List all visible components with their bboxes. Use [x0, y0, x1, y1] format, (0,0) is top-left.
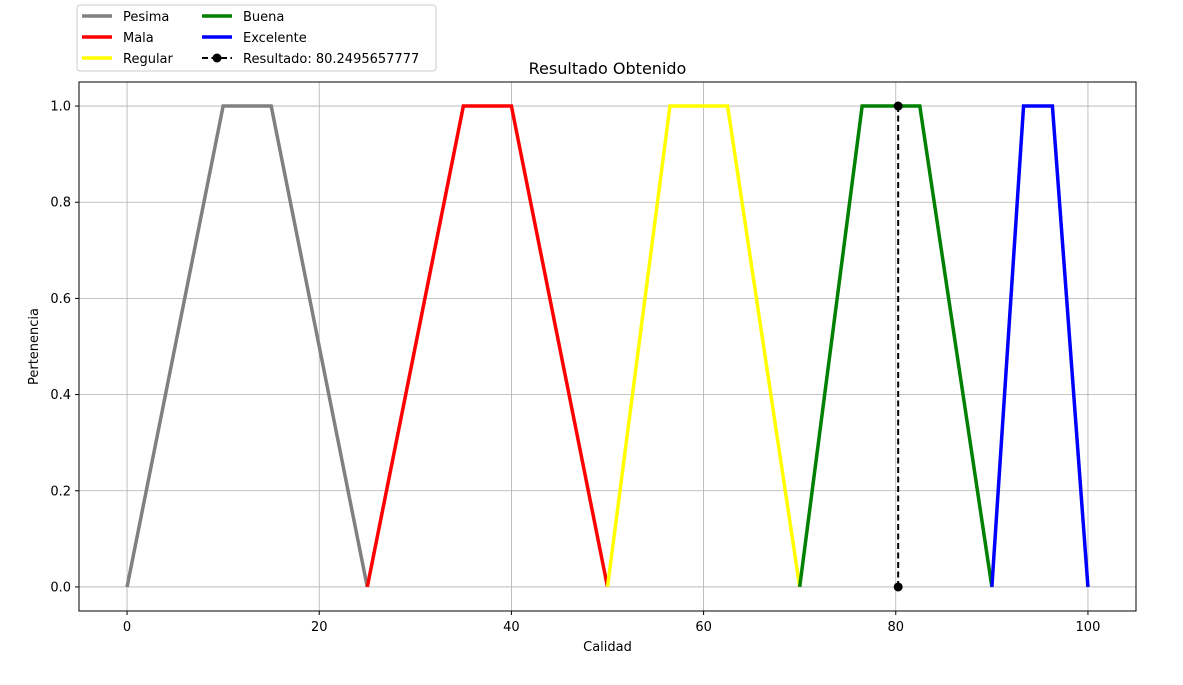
y-tick-label: 0.0 — [50, 580, 71, 595]
plot-frame — [78, 81, 1137, 612]
x-tick-label: 60 — [695, 620, 712, 635]
series-pesima-line — [125, 104, 369, 588]
x-axis-label: Calidad — [583, 640, 632, 655]
x-tick-label: 80 — [887, 620, 904, 635]
y-tick-label: 0.6 — [50, 292, 71, 307]
series-buena-line — [797, 104, 994, 588]
series-regular-line — [605, 104, 802, 588]
legend-frame — [76, 4, 437, 72]
series-resultado-marker — [893, 101, 903, 111]
series-excelente-line — [990, 104, 1090, 588]
axis-ticks: 0 20 40 60 80 100 0.0 0.2 0.4 0.6 0.8 1.0 — [50, 100, 1100, 635]
legend-resultado-label: Resultado: 80.2495657777 — [243, 52, 419, 67]
x-tick-label: 40 — [503, 620, 520, 635]
y-tick-label: 0.8 — [50, 196, 71, 211]
series-resultado-marker — [893, 582, 903, 592]
y-tick-label: 1.0 — [50, 100, 71, 115]
legend-regular-label: Regular — [123, 52, 174, 67]
legend-pesima-label: Pesima — [123, 10, 169, 25]
chart-title: Resultado Obtenido — [529, 59, 687, 78]
y-axis-label: Pertenencia — [27, 308, 42, 385]
y-tick-label: 0.2 — [50, 484, 71, 499]
x-tick-label: 100 — [1076, 620, 1101, 635]
legend-mala-label: Mala — [123, 31, 154, 46]
series-mala-line — [365, 104, 610, 588]
legend-buena-label: Buena — [243, 10, 284, 25]
legend-resultado-marker — [212, 53, 222, 63]
series-lines — [125, 101, 1090, 592]
x-tick-label: 0 — [123, 620, 131, 635]
legend: Pesima Mala Regular Buena Excelente Resultado… — [76, 4, 437, 72]
legend-excelente-label: Excelente — [243, 31, 307, 46]
y-tick-label: 0.4 — [50, 388, 71, 403]
x-tick-label: 20 — [311, 620, 328, 635]
grid-lines — [79, 82, 1136, 611]
